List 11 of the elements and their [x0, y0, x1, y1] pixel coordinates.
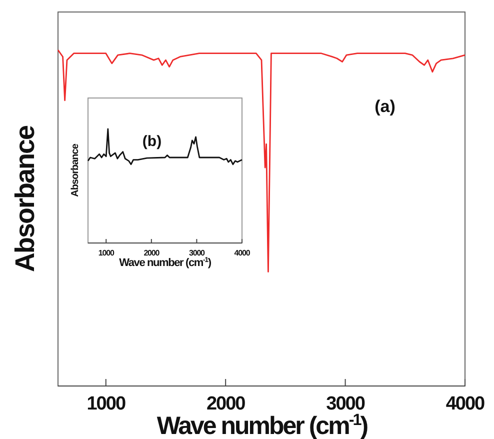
annotation: (b) [142, 133, 162, 150]
x-tick-label: 4000 [446, 393, 485, 414]
y-axis-title: Absorbance [70, 143, 81, 197]
x-tick-label: 3000 [189, 248, 206, 258]
annotation: (a) [374, 97, 396, 116]
x-tick-label: 4000 [234, 248, 251, 258]
x-tick-label: 2000 [144, 248, 160, 258]
y-axis-title: Absorbance [10, 125, 40, 272]
x-tick-label: 1000 [98, 248, 115, 258]
x-axis-title: Wave number (cm$^{-1}$) [119, 256, 212, 269]
x-tick-label: 1000 [86, 393, 126, 414]
